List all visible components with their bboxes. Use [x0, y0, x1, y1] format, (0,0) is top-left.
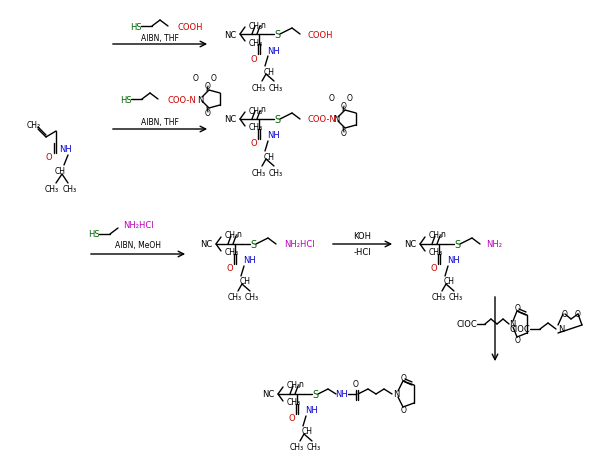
Text: N: N — [197, 95, 203, 104]
Text: O: O — [347, 93, 353, 102]
Text: O: O — [562, 310, 568, 319]
Text: O: O — [401, 405, 407, 415]
Text: CH₃: CH₃ — [290, 443, 304, 451]
Text: AIBN, THF: AIBN, THF — [141, 33, 179, 42]
Text: KOH: KOH — [353, 232, 371, 241]
Text: AIBN, MeOH: AIBN, MeOH — [115, 241, 161, 250]
Text: CH₃: CH₃ — [449, 293, 463, 302]
Text: S: S — [250, 239, 256, 249]
Text: n: n — [299, 379, 304, 389]
Text: CH₃: CH₃ — [249, 38, 263, 47]
Text: CH₃: CH₃ — [245, 293, 259, 302]
Text: CH₃: CH₃ — [252, 168, 266, 177]
Text: COOH: COOH — [177, 22, 203, 31]
Text: NH: NH — [447, 256, 460, 265]
Text: N: N — [558, 325, 565, 334]
Text: CH₂: CH₂ — [27, 121, 41, 130]
Text: CH₃: CH₃ — [45, 185, 59, 194]
Text: CH₃: CH₃ — [63, 185, 77, 194]
Text: NH: NH — [243, 256, 256, 265]
Text: NH₂HCl: NH₂HCl — [123, 221, 154, 230]
Text: O: O — [227, 264, 233, 273]
Text: NH: NH — [267, 46, 280, 56]
Text: O: O — [46, 153, 52, 162]
Text: CH₃: CH₃ — [432, 293, 446, 302]
Text: CH₃: CH₃ — [225, 248, 239, 257]
Text: CH₃: CH₃ — [429, 248, 443, 257]
Text: n: n — [260, 20, 265, 30]
Text: NH₂: NH₂ — [486, 240, 502, 249]
Text: COO-N: COO-N — [308, 115, 337, 124]
Text: NH: NH — [305, 405, 318, 415]
Text: S: S — [274, 30, 280, 40]
Text: O: O — [329, 93, 335, 102]
Text: NH₂HCl: NH₂HCl — [284, 240, 314, 249]
Text: O: O — [515, 304, 521, 313]
Text: O: O — [211, 73, 217, 82]
Text: NH: NH — [59, 145, 73, 154]
Text: CH: CH — [444, 277, 455, 286]
Text: NH: NH — [335, 389, 349, 399]
Text: CH₃: CH₃ — [269, 168, 283, 177]
Text: CH₃: CH₃ — [269, 83, 283, 92]
Text: CH₃: CH₃ — [307, 443, 321, 451]
Text: O: O — [431, 264, 437, 273]
Text: O: O — [401, 374, 407, 383]
Text: O: O — [353, 379, 359, 389]
Text: NH: NH — [267, 131, 280, 140]
Text: -HCl: -HCl — [353, 248, 371, 257]
Text: CH₃: CH₃ — [249, 21, 263, 30]
Text: N: N — [393, 389, 399, 399]
Text: NC: NC — [224, 115, 236, 124]
Text: CH₃: CH₃ — [249, 123, 263, 132]
Text: S: S — [312, 389, 318, 399]
Text: HS: HS — [120, 95, 131, 104]
Text: CH₃: CH₃ — [252, 83, 266, 92]
Text: CH: CH — [240, 277, 251, 286]
Text: n: n — [260, 105, 265, 114]
Text: CH₃: CH₃ — [429, 231, 443, 240]
Text: NC: NC — [200, 240, 212, 249]
Text: COOH: COOH — [307, 30, 332, 40]
Text: n: n — [440, 230, 445, 239]
Text: HS: HS — [88, 230, 100, 239]
Text: O: O — [515, 336, 521, 345]
Text: n: n — [236, 230, 241, 239]
Text: NC: NC — [404, 240, 416, 249]
Text: CH₃: CH₃ — [228, 293, 242, 302]
Text: O: O — [289, 414, 295, 423]
Text: O: O — [341, 101, 347, 110]
Text: O: O — [341, 129, 347, 138]
Text: NC: NC — [224, 30, 236, 40]
Text: O: O — [251, 55, 257, 63]
Text: O: O — [205, 81, 211, 90]
Text: ClOC: ClOC — [456, 320, 477, 329]
Text: NC: NC — [262, 389, 274, 399]
Text: CH: CH — [55, 167, 65, 176]
Text: S: S — [274, 115, 280, 125]
Text: CH₃: CH₃ — [225, 231, 239, 240]
Text: O: O — [193, 73, 199, 82]
Text: O: O — [251, 139, 257, 148]
Text: CH₃: CH₃ — [287, 398, 301, 407]
Text: CH: CH — [264, 152, 275, 161]
Text: CH₃: CH₃ — [249, 106, 263, 115]
Text: CH₃: CH₃ — [287, 381, 301, 389]
Text: ClOC: ClOC — [510, 325, 531, 334]
Text: CH: CH — [302, 426, 313, 435]
Text: O: O — [205, 109, 211, 118]
Text: AIBN, THF: AIBN, THF — [141, 117, 179, 126]
Text: HS: HS — [130, 22, 142, 31]
Text: N: N — [333, 115, 339, 124]
Text: N: N — [509, 320, 515, 329]
Text: O: O — [575, 310, 581, 319]
Text: S: S — [454, 239, 460, 249]
Text: CH: CH — [264, 67, 275, 76]
Text: COO-N: COO-N — [167, 95, 196, 104]
